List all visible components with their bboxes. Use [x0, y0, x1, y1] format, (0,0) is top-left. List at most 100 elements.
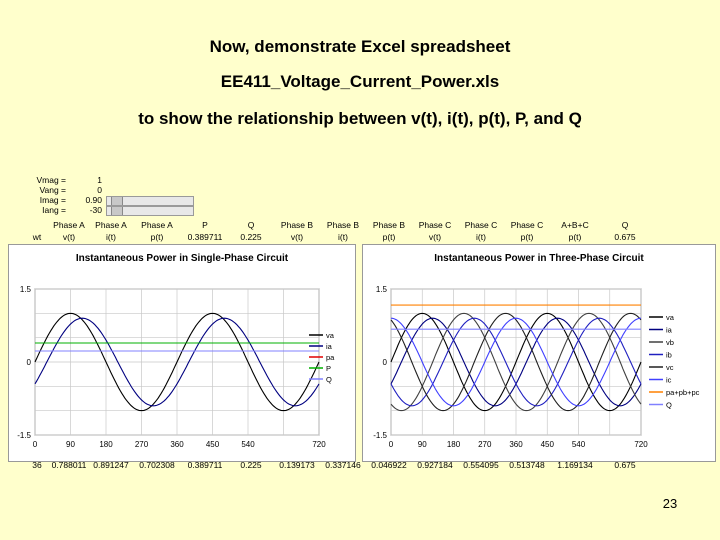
control-value: 0.90	[85, 195, 102, 205]
column-header: Phase C	[464, 220, 498, 230]
column-header: Phase C	[418, 220, 452, 230]
x-tick-label: 540	[241, 440, 255, 449]
control-row: Vmag = 1	[8, 175, 198, 185]
table-cell: 0.891247	[93, 460, 129, 470]
series-line-ia	[34, 317, 320, 407]
chart-title: Instantaneous Power in Three-Phase Circu…	[434, 253, 644, 264]
column-subheader: 0.225	[240, 232, 262, 242]
column-header: Phase C	[510, 220, 544, 230]
table-cell: 0.788011	[51, 460, 87, 470]
y-tick-label: -1.5	[17, 431, 31, 440]
slider-thumb[interactable]	[110, 197, 123, 205]
column-subheader: i(t)	[106, 232, 116, 242]
series-line-va	[390, 312, 642, 412]
legend-label: Q	[666, 401, 672, 410]
table-cell: 0.675	[614, 460, 636, 470]
x-tick-label: 0	[33, 440, 38, 449]
column-header: Phase B	[280, 220, 314, 230]
x-tick-label: 360	[170, 440, 184, 449]
table-cell: 0.225	[240, 460, 262, 470]
legend-label: ia	[666, 326, 673, 335]
column-header: Phase B	[326, 220, 360, 230]
y-tick-label: 1.5	[20, 285, 32, 294]
y-tick-label: -1.5	[373, 431, 387, 440]
column-subheader: i(t)	[338, 232, 348, 242]
value-slider[interactable]	[106, 206, 194, 216]
y-tick-label: 0	[27, 358, 32, 367]
legend-label: va	[666, 313, 675, 322]
control-value: 0	[97, 185, 102, 195]
column-subheader: p(t)	[150, 232, 164, 242]
legend-label: ic	[666, 376, 672, 385]
column-header: Phase A	[53, 220, 85, 230]
column-subheader: p(t)	[382, 232, 396, 242]
column-header: Phase B	[372, 220, 406, 230]
legend-label: ia	[326, 342, 333, 351]
column-header: Q	[247, 220, 255, 230]
table-cell: 0.702308	[139, 460, 175, 470]
control-row: Vang = 0	[8, 185, 198, 195]
legend-label: va	[326, 331, 335, 340]
control-label: Imag =	[39, 195, 66, 205]
page-number: 23	[662, 496, 678, 511]
title-line-1: Now, demonstrate Excel spreadsheet	[209, 37, 511, 56]
x-tick-label: 720	[312, 440, 326, 449]
table-cell: 1.169134	[557, 460, 593, 470]
column-subheader: i(t)	[476, 232, 486, 242]
control-value: -30	[89, 205, 102, 215]
series-line-va	[34, 312, 320, 412]
column-header: Phase A	[141, 220, 173, 230]
x-tick-label: 90	[66, 440, 75, 449]
x-tick-label: 180	[447, 440, 461, 449]
slider-thumb[interactable]	[110, 207, 123, 215]
three-phase-chart: Instantaneous Power in Three-Phase Circu…	[362, 244, 716, 462]
single-phase-chart: Instantaneous Power in Single-Phase Circ…	[8, 244, 356, 462]
x-tick-label: 450	[206, 440, 220, 449]
control-row: Iang = -30	[8, 205, 198, 216]
y-tick-label: 1.5	[376, 285, 388, 294]
x-tick-label: 270	[478, 440, 492, 449]
control-label: Iang =	[42, 205, 66, 215]
column-subheader: p(t)	[520, 232, 534, 242]
x-tick-label: 540	[572, 440, 586, 449]
table-cell: 0.513748	[509, 460, 545, 470]
column-header: Phase A	[95, 220, 127, 230]
column-subheader: v(t)	[62, 232, 76, 242]
control-label: Vmag =	[36, 175, 66, 185]
x-tick-label: 0	[389, 440, 394, 449]
column-header: P	[202, 220, 208, 230]
series-line-vb	[390, 312, 642, 412]
legend-label: Q	[326, 375, 332, 384]
value-slider[interactable]	[106, 196, 194, 206]
x-tick-label: 90	[418, 440, 427, 449]
column-subheader: v(t)	[428, 232, 442, 242]
column-subheader: v(t)	[290, 232, 304, 242]
legend-label: vc	[666, 363, 674, 372]
column-header: Q	[621, 220, 629, 230]
table-cell: 0.927184	[417, 460, 453, 470]
control-row: Imag = 0.90	[8, 195, 198, 206]
x-tick-label: 180	[99, 440, 113, 449]
column-header: A+B+C	[561, 220, 589, 230]
three-phase-plot: 0 90 180 270 360 450 540 7201.50-1.5vaiavbibvci…	[373, 285, 700, 449]
table-cell: 0.046922	[371, 460, 407, 470]
legend-label: pa+pb+pc	[666, 388, 700, 397]
legend-label: P	[326, 364, 331, 373]
title-line-2: EE411_Voltage_Current_Power.xls	[220, 72, 500, 91]
series-line-vc	[390, 312, 642, 412]
control-value: 1	[97, 175, 102, 185]
chart-title: Instantaneous Power in Single-Phase Circ…	[75, 253, 289, 264]
column-subheader: 0.675	[614, 232, 636, 242]
legend-label: pa	[326, 353, 335, 362]
table-cell: 0.389711	[187, 460, 223, 470]
series-line-ic	[390, 317, 642, 407]
column-subheader: 0.389711	[187, 232, 223, 242]
table-cell: 0.139173	[279, 460, 315, 470]
legend-label: vb	[666, 338, 674, 347]
x-tick-label: 360	[509, 440, 523, 449]
table-cell: 0.554095	[463, 460, 499, 470]
y-tick-label: 0	[383, 358, 388, 367]
title-line-3: to show the relationship between v(t), i…	[138, 109, 582, 128]
legend-label: ib	[666, 351, 672, 360]
